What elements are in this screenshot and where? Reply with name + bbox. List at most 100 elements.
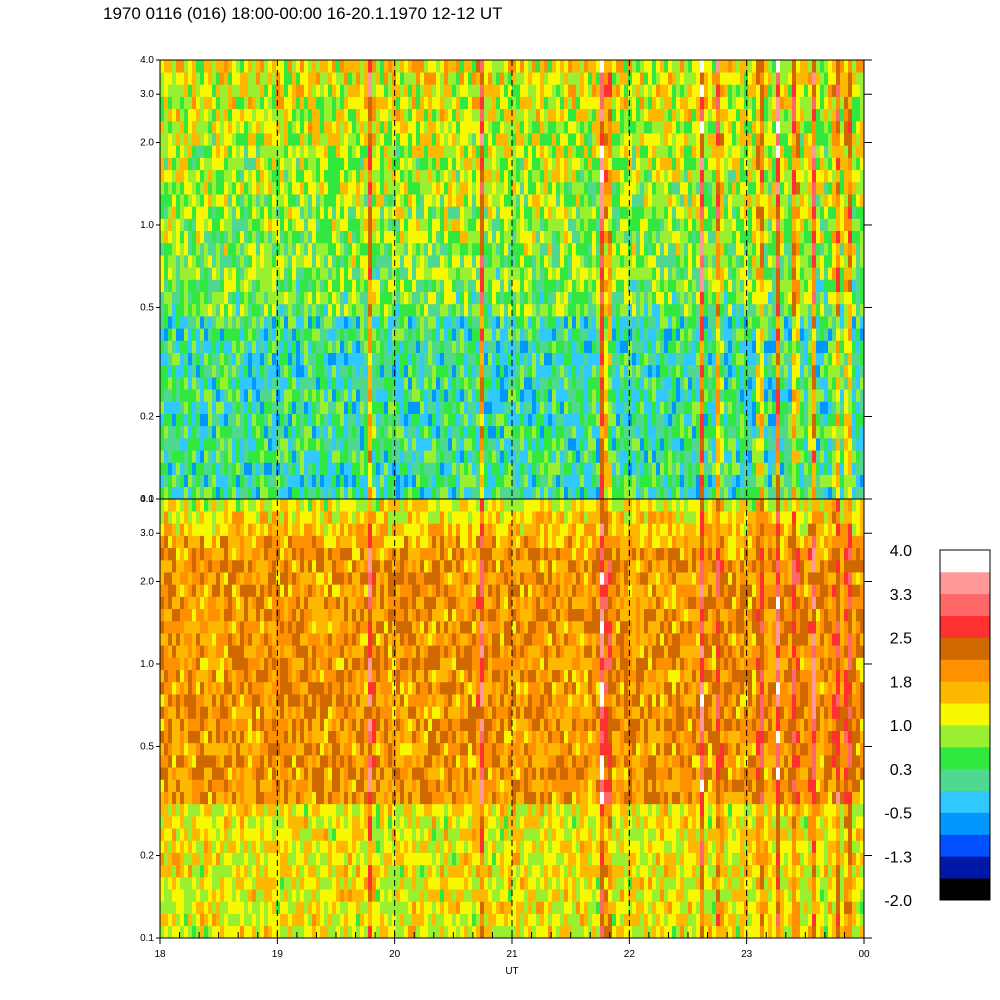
heatmap-cell — [340, 364, 345, 378]
heatmap-cell — [296, 242, 301, 256]
heatmap-cell — [588, 72, 593, 85]
heatmap-cell — [416, 486, 421, 500]
heatmap-cell — [384, 255, 389, 268]
heatmap-cell — [652, 242, 657, 256]
heatmap-cell — [500, 401, 505, 414]
heatmap-cell — [580, 72, 585, 85]
heatmap-cell — [456, 303, 461, 317]
heatmap-cell — [164, 267, 169, 280]
heatmap-cell — [640, 72, 645, 85]
heatmap-cell — [504, 450, 509, 463]
heatmap-cell — [332, 84, 337, 97]
heatmap-cell — [428, 474, 433, 488]
heatmap-cell — [692, 120, 697, 134]
heatmap-cell — [444, 450, 449, 463]
heatmap-cell — [180, 242, 185, 256]
heatmap-cell — [568, 425, 573, 439]
heatmap-cell — [504, 181, 509, 195]
heatmap-cell — [684, 194, 689, 207]
heatmap-cell — [228, 60, 233, 73]
heatmap-cell — [712, 218, 717, 232]
heatmap-cell — [336, 206, 341, 219]
heatmap-cell — [356, 413, 361, 427]
heatmap-cell — [460, 169, 465, 183]
heatmap-cell — [592, 206, 597, 219]
heatmap-cell — [236, 474, 241, 488]
heatmap-cell — [640, 364, 645, 378]
heatmap-cell — [244, 230, 249, 244]
heatmap-cell — [432, 242, 437, 256]
heatmap-cell — [316, 84, 321, 97]
heatmap-cell — [612, 450, 617, 463]
heatmap-cell — [200, 364, 205, 378]
heatmap-cell — [176, 181, 181, 195]
heatmap-cell — [516, 60, 521, 73]
heatmap-cell — [400, 120, 405, 134]
heatmap-cell — [420, 352, 425, 366]
heatmap-cell — [396, 60, 401, 73]
heatmap-cell — [704, 364, 709, 378]
heatmap-cell — [476, 242, 481, 256]
heatmap-cell — [660, 291, 665, 305]
heatmap-cell — [176, 316, 181, 329]
heatmap-cell — [540, 303, 545, 317]
heatmap-cell — [380, 133, 385, 146]
heatmap-cell — [428, 291, 433, 305]
heatmap-cell — [700, 352, 705, 366]
heatmap-cell — [528, 450, 533, 463]
heatmap-cell — [624, 486, 629, 500]
heatmap-cell — [444, 145, 449, 158]
heatmap-cell — [236, 242, 241, 256]
heatmap-cell — [208, 267, 213, 280]
heatmap-cell — [388, 60, 393, 73]
heatmap-cell — [208, 169, 213, 183]
heatmap-cell — [188, 145, 193, 158]
heatmap-cell — [324, 230, 329, 244]
heatmap-cell — [664, 291, 669, 305]
heatmap-cell — [188, 425, 193, 439]
heatmap-cell — [516, 255, 521, 268]
heatmap-cell — [292, 303, 297, 317]
heatmap-cell — [272, 120, 277, 134]
heatmap-cell — [400, 486, 405, 500]
heatmap-cell — [480, 84, 485, 97]
heatmap-cell — [424, 291, 429, 305]
heatmap-cell — [692, 181, 697, 195]
heatmap-cell — [704, 96, 709, 110]
heatmap-cell — [624, 218, 629, 232]
heatmap-cell — [352, 84, 357, 97]
heatmap-cell — [236, 328, 241, 341]
heatmap-cell — [228, 486, 233, 500]
heatmap-cell — [404, 425, 409, 439]
heatmap-cell — [288, 352, 293, 366]
heatmap-cell — [380, 60, 385, 73]
heatmap-cell — [472, 60, 477, 73]
heatmap-cell — [676, 450, 681, 463]
heatmap-cell — [160, 84, 165, 97]
heatmap-cell — [600, 230, 605, 244]
heatmap-cell — [224, 96, 229, 110]
heatmap-cell — [360, 303, 365, 317]
heatmap-cell — [336, 462, 341, 475]
heatmap-cell — [288, 133, 293, 146]
heatmap-cell — [200, 157, 205, 171]
heatmap-cell — [448, 279, 453, 292]
heatmap-cell — [536, 169, 541, 183]
heatmap-cell — [220, 194, 225, 207]
heatmap-cell — [308, 181, 313, 195]
heatmap-cell — [504, 145, 509, 158]
heatmap-cell — [316, 450, 321, 463]
heatmap-cell — [560, 303, 565, 317]
heatmap-cell — [288, 230, 293, 244]
heatmap-cell — [232, 438, 237, 451]
heatmap-cell — [584, 279, 589, 292]
heatmap-cell — [488, 401, 493, 414]
heatmap-cell — [676, 474, 681, 488]
heatmap-cell — [212, 462, 217, 475]
heatmap-cell — [248, 145, 253, 158]
heatmap-cell — [520, 60, 525, 73]
heatmap-cell — [272, 218, 277, 232]
heatmap-cell — [632, 84, 637, 97]
heatmap-cell — [648, 474, 653, 488]
heatmap-cell — [180, 316, 185, 329]
